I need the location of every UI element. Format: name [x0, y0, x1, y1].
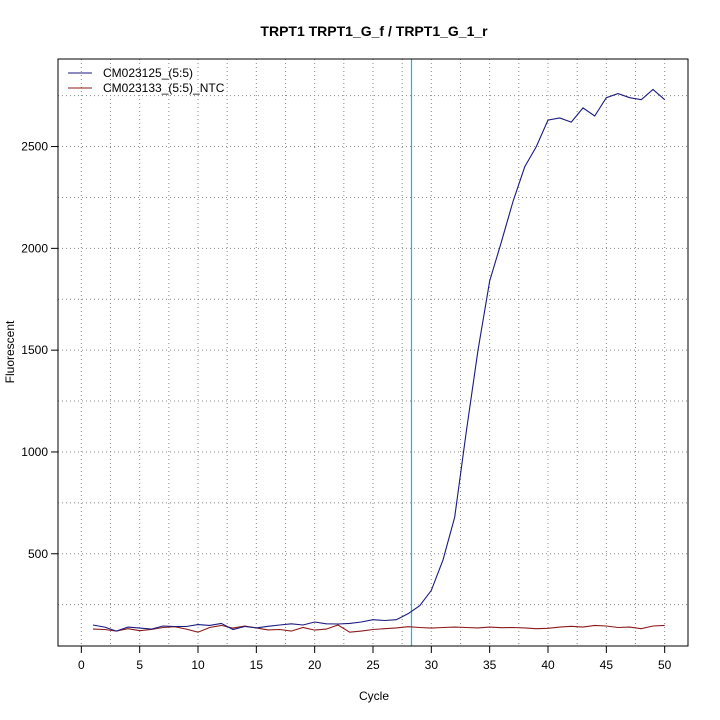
y-axis: 500 1000 1500 2000 2500	[21, 140, 58, 561]
x-tick-label: 10	[191, 658, 205, 672]
x-tick-label: 50	[658, 658, 672, 672]
chart-title: TRPT1 TRPT1_G_f / TRPT1_G_1_r	[260, 23, 488, 39]
x-tick-label: 35	[483, 658, 497, 672]
x-axis-label: Cycle	[359, 689, 389, 703]
x-tick-label: 25	[366, 658, 380, 672]
series-line-0	[92, 88, 666, 632]
legend: CM023125_(5:5)CM023133_(5:5)_NTC	[68, 66, 225, 95]
y-axis-label: Fluorescent	[3, 320, 17, 383]
y-tick-label: 1000	[21, 445, 48, 459]
y-tick-label: 500	[28, 547, 48, 561]
legend-label: CM023125_(5:5)	[103, 66, 193, 80]
x-tick-label: 15	[250, 658, 264, 672]
y-tick-label: 1500	[21, 343, 48, 357]
x-tick-label: 45	[600, 658, 614, 672]
y-tick-label: 2500	[21, 140, 48, 154]
x-tick-label: 0	[78, 658, 85, 672]
series-line-1	[92, 624, 665, 633]
grid-lines	[58, 59, 688, 646]
legend-label: CM023133_(5:5)_NTC	[103, 81, 225, 95]
x-tick-label: 5	[136, 658, 143, 672]
x-tick-label: 20	[308, 658, 322, 672]
x-tick-label: 30	[425, 658, 439, 672]
x-axis: 0 5 10 15 20 25 30 35 40 45 50	[78, 645, 672, 672]
y-tick-label: 2000	[21, 241, 48, 255]
x-tick-label: 40	[541, 658, 555, 672]
series-lines	[92, 88, 666, 633]
